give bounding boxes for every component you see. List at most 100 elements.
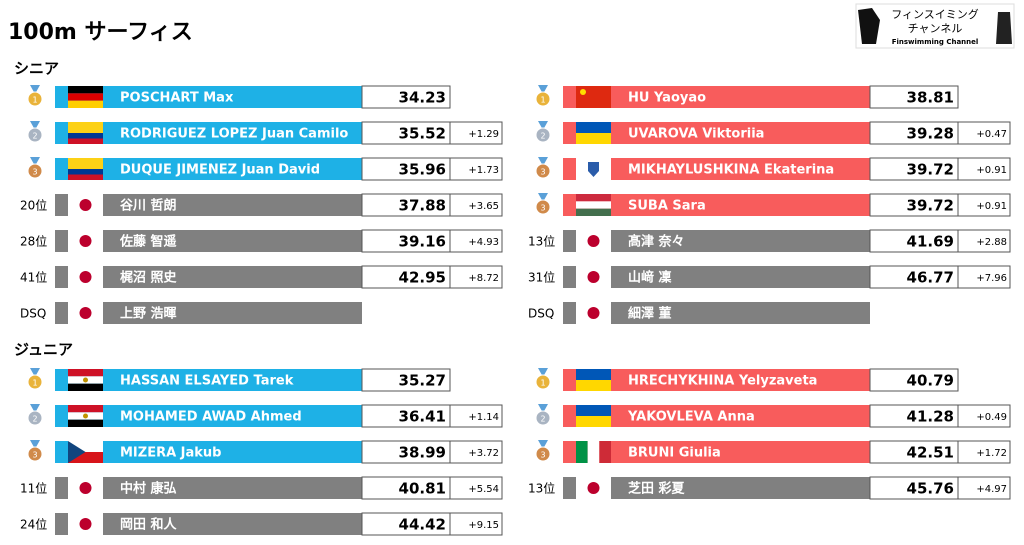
medal-ribbon — [30, 404, 40, 413]
athlete-name: 谷川 哲朗 — [120, 198, 177, 214]
name-bar — [55, 302, 362, 324]
rank: 13位 — [528, 481, 555, 496]
section-title: ジュニア — [14, 341, 73, 359]
athlete-name: 梶沼 照史 — [120, 270, 178, 286]
athlete-name: 佐藤 智遥 — [119, 234, 177, 250]
time-diff: +3.65 — [468, 201, 499, 212]
medal — [535, 127, 551, 143]
flag-part — [587, 441, 600, 463]
time-box — [869, 85, 959, 109]
time: 44.42 — [399, 516, 446, 534]
medal-rank: 2 — [540, 415, 545, 424]
time-diff: +0.49 — [976, 412, 1007, 423]
flag-part — [576, 405, 611, 416]
result-row: DSQ 上野 浩暉 — [20, 302, 362, 324]
flag-part — [79, 271, 92, 283]
medal — [27, 163, 43, 179]
flag-part — [79, 235, 92, 247]
name-bar — [563, 266, 870, 288]
athlete-name: UVAROVA Viktoriia — [628, 127, 764, 142]
time-diff: +0.91 — [976, 165, 1007, 176]
athlete-name: HU Yaoyao — [628, 91, 706, 106]
diff-box — [957, 193, 1011, 217]
diff-box — [449, 440, 503, 464]
medal-rank: 1 — [540, 96, 545, 105]
logo: フィンスイミング チャンネル Finswimming Channel — [855, 3, 1015, 49]
time-box — [361, 368, 451, 392]
medal-ribbon — [538, 404, 548, 413]
flag-part — [68, 419, 103, 427]
diff-box — [957, 265, 1011, 289]
medal-ribbon — [538, 85, 548, 94]
flag-part — [68, 86, 103, 94]
flag-part — [587, 235, 600, 247]
diff-box — [957, 121, 1011, 145]
rank: 20位 — [20, 198, 47, 213]
result-row: 11位 中村 康弘 40.81 +5.54 — [20, 476, 503, 500]
time: 39.16 — [399, 233, 446, 251]
result-row: 13位 芝田 彩夏 45.76 +4.97 — [528, 476, 1011, 500]
rank: DSQ — [20, 307, 46, 321]
name-bar — [55, 86, 362, 108]
athlete-name: DUQUE JIMENEZ Juan David — [120, 163, 320, 178]
result-row: 2 RODRIGUEZ LOPEZ Juan Camilo 35.52 +1.29 — [27, 121, 503, 145]
flag-part — [588, 162, 599, 177]
time-diff: +3.72 — [468, 448, 499, 459]
time-diff: +1.14 — [468, 412, 499, 423]
flag-part — [79, 307, 92, 319]
flag-part — [576, 133, 611, 144]
medal — [27, 374, 43, 390]
flag-part — [68, 405, 103, 413]
medal — [535, 163, 551, 179]
result-row: 31位 山﨑 凜 46.77 +7.96 — [528, 265, 1011, 289]
rank: 28位 — [20, 234, 47, 249]
diff-box — [449, 265, 503, 289]
medal-ribbon — [538, 157, 548, 166]
athlete-name: MIZERA Jakub — [120, 446, 222, 461]
medal — [535, 410, 551, 426]
flag-part — [68, 441, 86, 463]
name-bar — [563, 405, 870, 427]
flag-part — [576, 194, 611, 202]
rank: 11位 — [20, 481, 47, 496]
athlete-name: 山﨑 凜 — [628, 270, 672, 286]
name-bar — [563, 441, 870, 463]
flag-part — [576, 201, 611, 209]
result-row: 1 HRECHYKHINA Yelyzaveta 40.79 — [535, 368, 959, 392]
page-title: 100m サーフィス — [8, 20, 193, 45]
medal-rank: 2 — [32, 415, 37, 424]
time-diff: +8.72 — [468, 273, 499, 284]
medal-rank: 3 — [540, 204, 545, 213]
name-bar — [55, 122, 362, 144]
diff-box — [957, 440, 1011, 464]
rank: 41位 — [20, 270, 47, 285]
flag-part — [576, 122, 611, 133]
medal — [27, 91, 43, 107]
time: 34.23 — [399, 89, 446, 107]
name-bar — [563, 194, 870, 216]
flag-part — [79, 518, 92, 530]
flag-part — [68, 174, 103, 180]
flag-part — [68, 138, 103, 144]
logo-figure — [996, 12, 1012, 44]
result-row: 2 MOHAMED AWAD Ahmed 36.41 +1.14 — [27, 404, 503, 428]
medal-ribbon — [30, 157, 40, 166]
rank: DSQ — [528, 307, 554, 321]
medal-ribbon — [538, 193, 548, 202]
diff-box — [449, 121, 503, 145]
flag-part — [68, 122, 103, 133]
time: 35.27 — [399, 372, 446, 390]
medal-rank: 2 — [32, 132, 37, 141]
medal-rank: 1 — [32, 379, 37, 388]
athlete-name: MOHAMED AWAD Ahmed — [120, 410, 302, 425]
time-diff: +0.91 — [976, 201, 1007, 212]
flag-part — [580, 89, 586, 95]
name-bar — [563, 158, 870, 180]
time: 35.52 — [399, 125, 446, 143]
flag-part — [576, 369, 611, 380]
time: 37.88 — [399, 197, 446, 215]
time: 42.95 — [399, 269, 446, 287]
time: 35.96 — [399, 161, 446, 179]
medal-rank: 3 — [32, 168, 37, 177]
name-bar — [55, 194, 362, 216]
